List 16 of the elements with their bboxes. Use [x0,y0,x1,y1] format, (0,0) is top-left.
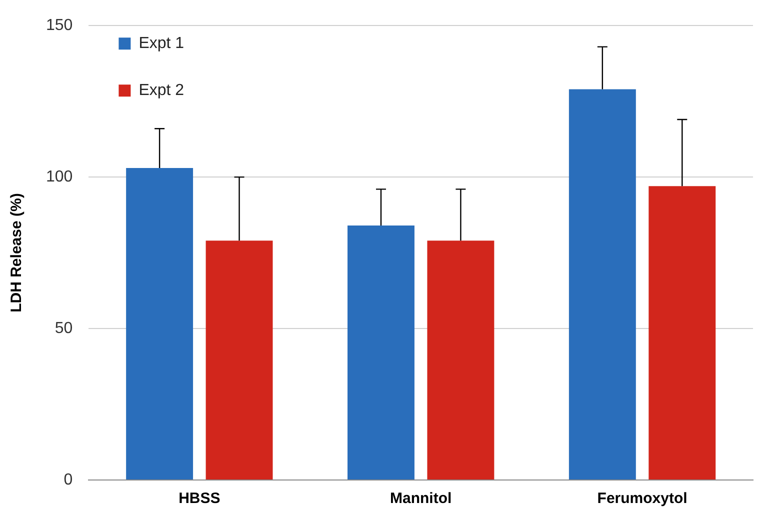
bar [648,186,716,480]
x-tick-label: Mannitol [390,490,452,508]
legend-label: Expt 2 [138,82,184,100]
x-tick-label: Ferumoxytol [597,490,688,508]
bar [348,226,414,480]
bar [568,89,636,480]
x-tick-label: HBSS [178,490,220,508]
y-tick-label: 0 [64,471,73,488]
y-tick-label: 100 [46,168,73,186]
y-axis-title: LDH Release (%) [8,193,26,312]
y-tick-label: 50 [54,320,73,337]
legend-label: Expt 1 [138,35,184,52]
y-tick-label: 150 [46,17,73,34]
bar [126,168,194,480]
bar [427,240,494,480]
bar [206,240,273,480]
